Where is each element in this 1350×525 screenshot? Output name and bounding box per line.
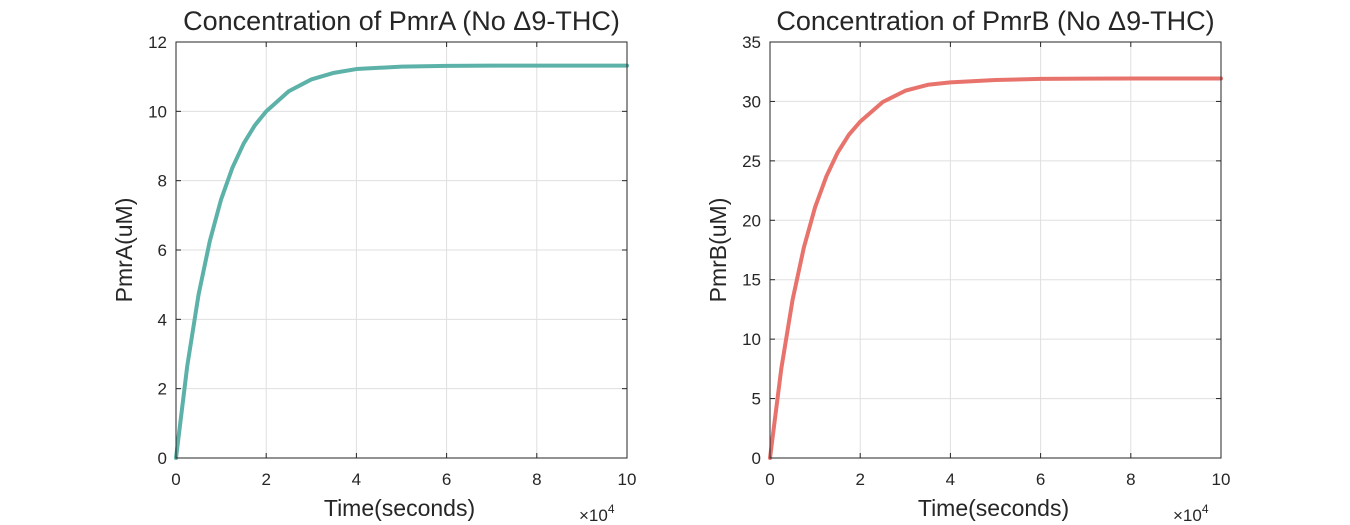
y-tick-label-pmra-2: 4 [158,310,167,329]
x-tick-label-pmra-0: 0 [171,470,180,489]
y-tick-label-pmrb-1: 5 [752,390,761,409]
y-tick-label-pmra-0: 0 [158,449,167,468]
y-tick-label-pmrb-4: 20 [742,211,761,230]
x-tick-label-pmra-1: 2 [261,470,270,489]
x-tick-label-pmra-4: 8 [532,470,541,489]
x-tick-label-pmrb-5: 10 [1212,470,1231,489]
chart-panel-pmrb: Concentration of PmrB (No Δ9-THC) Time(s… [705,6,1230,525]
chart-title-pmra: Concentration of PmrA (No Δ9-THC) [183,6,620,36]
data-line-pmrb [768,76,1223,460]
y-tick-label-pmrb-7: 35 [742,33,761,52]
x-exponent-label-pmrb: ×104 [1173,502,1209,525]
x-axis-label-pmra: Time(seconds) [324,495,475,521]
chart-title-pmrb: Concentration of PmrB (No Δ9-THC) [776,6,1214,36]
chart-panel-pmra: Concentration of PmrA (No Δ9-THC) Time(s… [111,6,636,525]
x-tick-label-pmrb-2: 4 [946,470,955,489]
x-tick-label-pmra-2: 4 [352,470,361,489]
y-tick-label-pmra-4: 8 [158,172,167,191]
y-tick-label-pmrb-6: 30 [742,92,761,111]
y-axis-label-pmra: PmrA(uM) [111,198,137,303]
x-tick-label-pmrb-0: 0 [765,470,774,489]
x-tick-label-pmra-3: 6 [442,470,451,489]
x-exponent-base-pmrb: ×10 [1173,506,1202,525]
y-tick-label-pmrb-0: 0 [752,449,761,468]
y-tick-label-pmra-1: 2 [158,380,167,399]
x-exponent-power-pmrb: 4 [1202,502,1209,516]
y-tick-label-pmra-3: 6 [158,241,167,260]
data-line-pmra [174,63,629,460]
x-tick-label-pmra-5: 10 [618,470,637,489]
x-exponent-base-pmra: ×10 [579,506,608,525]
y-tick-label-pmra-5: 10 [148,102,167,121]
axes-box-pmrb [769,41,1222,459]
x-tick-label-pmrb-1: 2 [855,470,864,489]
x-exponent-label-pmra: ×104 [579,502,615,525]
y-tick-label-pmrb-5: 25 [742,152,761,171]
y-tick-label-pmra-6: 12 [148,33,167,52]
y-tick-label-pmrb-3: 15 [742,271,761,290]
x-tick-label-pmrb-4: 8 [1126,470,1135,489]
x-tick-label-pmrb-3: 6 [1036,470,1045,489]
y-tick-label-pmrb-2: 10 [742,330,761,349]
y-axis-label-pmrb: PmrB(uM) [705,198,731,303]
x-exponent-power-pmra: 4 [608,502,615,516]
x-axis-label-pmrb: Time(seconds) [918,495,1069,521]
